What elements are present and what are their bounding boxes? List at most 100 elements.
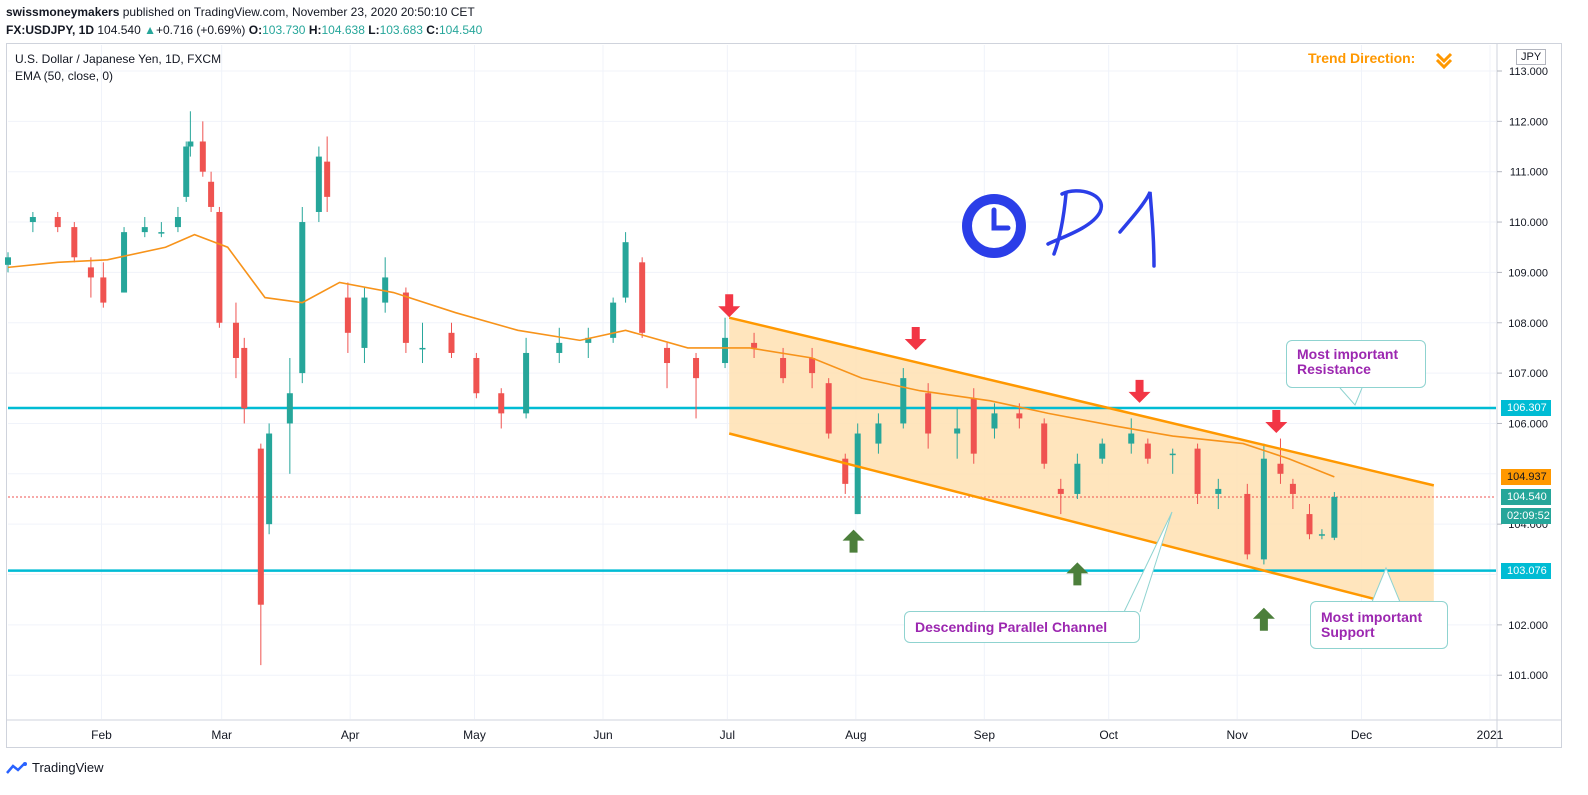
trend-direction-label: Trend Direction: (1308, 50, 1416, 66)
price-tick-label: 108.000 (1508, 318, 1548, 330)
candle-body (241, 347, 248, 409)
candle-body (900, 378, 907, 424)
support-callout-pointer (1371, 566, 1401, 603)
time-tick-label: Mar (211, 728, 232, 742)
ema-price-tag: 104.937 (1501, 468, 1551, 485)
price-tick-label: 112.000 (1509, 116, 1548, 128)
high-label: H: (308, 23, 322, 37)
candle-body (232, 322, 239, 358)
candle-body (854, 433, 861, 515)
candle-body (639, 262, 646, 333)
candle-body (1144, 443, 1151, 459)
candle-body (299, 222, 306, 374)
clock-icon (962, 194, 1026, 258)
candle-body (121, 232, 128, 293)
candle-body (1169, 453, 1176, 456)
countdown-tag: 02:09:52 (1501, 507, 1551, 524)
chart-grid (8, 45, 1496, 719)
candle-body (664, 347, 671, 364)
time-tick-label: Feb (91, 728, 112, 742)
price-tick-label: 102.000 (1508, 620, 1548, 632)
close-label: C: (426, 23, 439, 37)
candle-body (1306, 514, 1313, 535)
candle-body (622, 242, 629, 298)
candle-body (1244, 493, 1251, 555)
candle-body (954, 428, 961, 434)
candle-body (1041, 423, 1048, 464)
low-label: L: (368, 23, 380, 37)
d1-handwritten-mark (1046, 189, 1156, 268)
time-tick-label: Oct (1099, 728, 1118, 742)
time-tick-label: 2021 (1477, 728, 1504, 742)
support-callout-line1: Most important (1321, 609, 1423, 625)
open-value: 103.730 (262, 23, 306, 37)
candle-body (585, 337, 592, 343)
chart-pane[interactable] (6, 43, 1562, 748)
ema-legend[interactable]: EMA (50, close, 0) (15, 69, 114, 83)
last-price: 104.540 (97, 23, 141, 37)
close-value: 104.540 (438, 23, 483, 37)
candle-body (610, 302, 617, 338)
instrument-title[interactable]: U.S. Dollar / Japanese Yen, 1D, FXCM (15, 52, 222, 66)
currency-label[interactable]: JPY (1516, 49, 1547, 65)
candle-body (29, 217, 36, 223)
candle-body (266, 433, 273, 525)
arrow-up-icon (1252, 607, 1275, 631)
channel-callout-text: Descending Parallel Channel (915, 619, 1108, 635)
candle-body (1057, 488, 1064, 494)
candle-body (286, 393, 293, 424)
last-price-tag: 104.540 (1501, 488, 1551, 505)
candle-body (1289, 483, 1296, 494)
price-change: +0.716 (+0.69%) (156, 23, 246, 37)
arrow-up-icon (842, 529, 865, 553)
candle-body (925, 393, 932, 434)
candle-body (1074, 463, 1081, 494)
resistance-callout-line2: Resistance (1297, 361, 1371, 377)
high-value: 104.638 (321, 23, 365, 37)
open-label: O: (248, 23, 263, 37)
candle-body (825, 383, 832, 434)
price-tick-label: 107.000 (1508, 368, 1548, 380)
symbol-label: FX:USDJPY, 1D (6, 23, 95, 37)
candle-body (448, 332, 455, 353)
arrow-down-icon (1128, 379, 1151, 403)
candle-body (402, 292, 409, 343)
candle-body (722, 337, 729, 364)
candle-body (324, 161, 331, 197)
resistance-callout-pointer (1339, 387, 1363, 406)
candle-body (71, 227, 78, 258)
candle-body (1016, 413, 1023, 419)
candle-body (809, 357, 816, 374)
ema-line (7, 233, 1335, 478)
candle-body (751, 342, 758, 348)
price-scale-bg (1497, 44, 1561, 747)
change-up-icon: ▲ (144, 23, 156, 37)
candle-body (1331, 496, 1338, 538)
candle-body (141, 227, 148, 233)
tradingview-icon (6, 761, 27, 774)
channel-upper-line (728, 316, 1435, 487)
tradingview-logo[interactable]: TradingView (6, 760, 104, 775)
published-text: published on TradingView.com, November 2… (122, 5, 475, 19)
channel-callout[interactable]: Descending Parallel Channel (904, 611, 1140, 643)
candle-body (556, 342, 563, 353)
candle-body (1099, 443, 1106, 459)
tradingview-brand: TradingView (32, 760, 104, 775)
candle-body (54, 217, 61, 228)
arrow-marks (718, 294, 1288, 631)
candle-body (216, 211, 223, 323)
price-tick-label: 101.000 (1508, 670, 1548, 682)
resistance-callout[interactable]: Most important Resistance (1286, 340, 1426, 388)
candle-body (87, 267, 94, 278)
support-callout[interactable]: Most important Support (1310, 601, 1448, 649)
candle-body (1318, 534, 1325, 536)
candle-body (473, 357, 480, 394)
candle-body (780, 357, 787, 379)
publisher-name[interactable]: swissmoneymakers (6, 5, 120, 19)
candle-body (257, 448, 264, 605)
time-tick-label: Nov (1226, 728, 1247, 742)
candle-body (1277, 463, 1284, 474)
candle-body (419, 347, 426, 350)
ohlc-line: FX:USDJPY, 1D 104.540 ▲+0.716 (+0.69%) O… (6, 23, 482, 37)
